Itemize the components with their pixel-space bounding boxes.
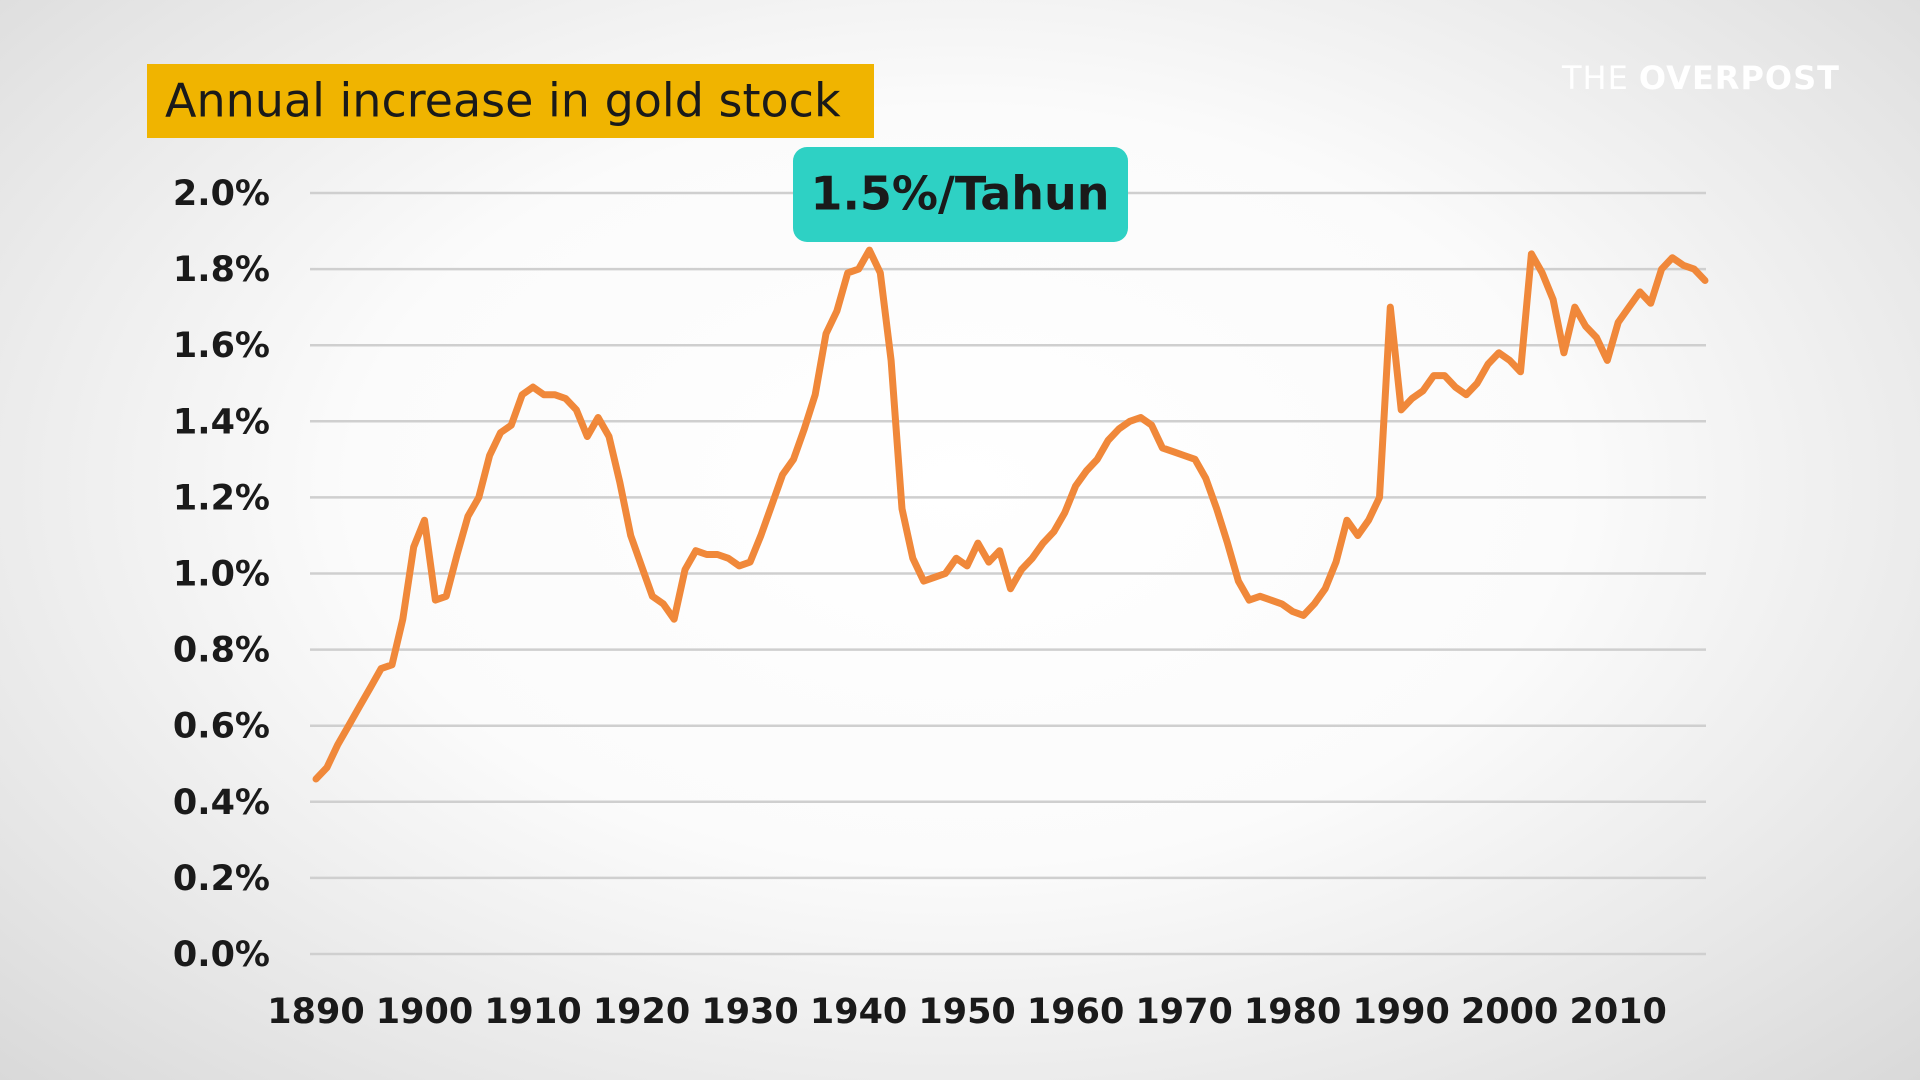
annotation: 1.5%/Tahun <box>810 167 1109 221</box>
x-tick-label: 1940 <box>810 992 907 1032</box>
watermark: THE OVERPOST <box>1561 59 1840 97</box>
y-tick-label: 0.6% <box>173 707 270 747</box>
y-tick-label: 1.6% <box>173 326 270 366</box>
title-box <box>147 64 874 138</box>
y-tick-label: 1.4% <box>173 402 270 442</box>
y-tick-label: 0.8% <box>173 631 270 671</box>
y-tick-label: 1.0% <box>173 555 270 595</box>
y-tick-label: 1.2% <box>173 478 270 518</box>
y-tick-label: 0.4% <box>173 783 270 823</box>
x-tick-label: 1910 <box>484 992 581 1032</box>
chart-title: Annual increase in gold stock <box>165 74 841 128</box>
x-tick-label: 1960 <box>1027 992 1124 1032</box>
annotation-box <box>793 147 1128 242</box>
plot <box>312 246 1709 783</box>
y-tick-label: 2.0% <box>173 174 270 214</box>
x-tick-label: 1970 <box>1135 992 1232 1032</box>
y-tick-label: 1.8% <box>173 250 270 290</box>
x-tick-label: 1990 <box>1352 992 1449 1032</box>
x-tick-label: 1900 <box>376 992 473 1032</box>
y-tick-label: 0.0% <box>173 935 270 975</box>
line <box>312 246 1709 783</box>
x-tick-label: 1890 <box>267 992 364 1032</box>
watermark-prefix: THE <box>1561 59 1629 97</box>
x-tick-label: 1920 <box>593 992 690 1032</box>
x-tick-label: 1930 <box>701 992 798 1032</box>
y-tick-label: 0.2% <box>173 859 270 899</box>
x-tick-label: 2010 <box>1569 992 1666 1032</box>
watermark-name: OVERPOST <box>1639 59 1840 97</box>
x-tick-label: 1980 <box>1244 992 1341 1032</box>
x-tick-label: 1950 <box>918 992 1015 1032</box>
x-tick-label: 2000 <box>1461 992 1558 1032</box>
